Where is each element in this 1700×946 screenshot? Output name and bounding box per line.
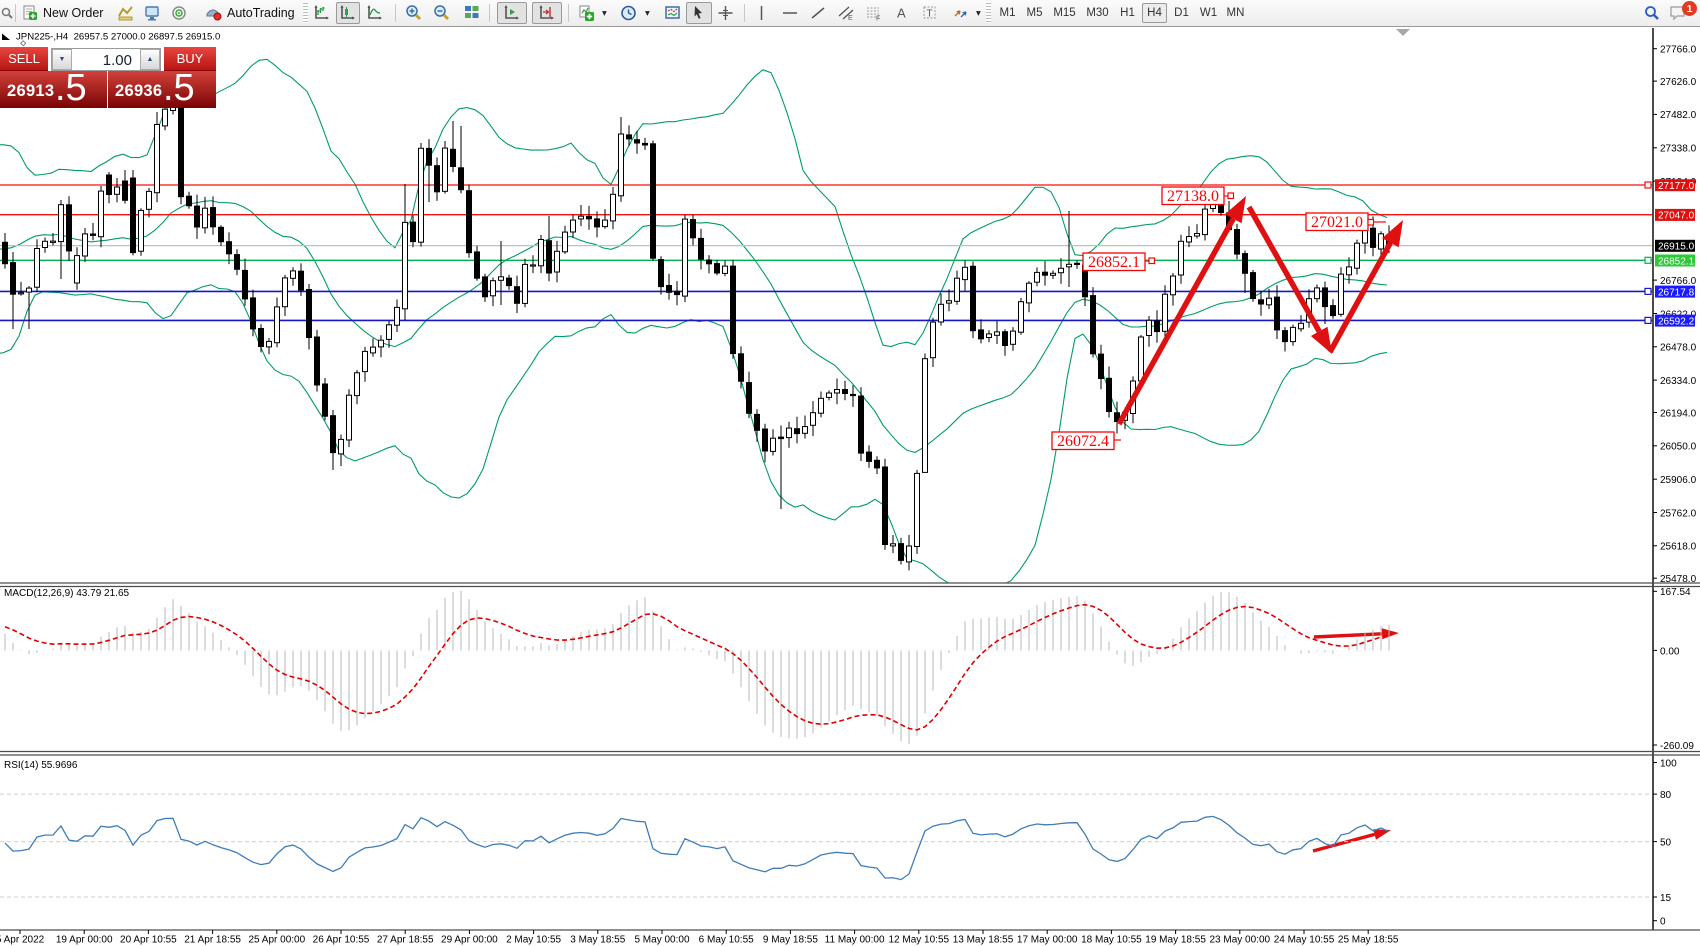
svg-text:27021.0: 27021.0 bbox=[1311, 214, 1363, 231]
svg-text:26915.0: 26915.0 bbox=[1658, 242, 1695, 253]
svg-text:E: E bbox=[848, 15, 853, 22]
svg-text:26072.4: 26072.4 bbox=[1057, 433, 1109, 450]
svg-text:26 Apr 10:55: 26 Apr 10:55 bbox=[313, 935, 370, 946]
svg-text:50: 50 bbox=[1660, 837, 1672, 848]
svg-text:26194.0: 26194.0 bbox=[1660, 408, 1697, 419]
svg-text:5 Apr 2022: 5 Apr 2022 bbox=[0, 935, 45, 946]
svg-text:0: 0 bbox=[1660, 917, 1666, 928]
svg-text:26334.0: 26334.0 bbox=[1660, 376, 1697, 387]
svg-text:-260.09: -260.09 bbox=[1660, 741, 1694, 752]
svg-text:25 Apr 00:00: 25 Apr 00:00 bbox=[248, 935, 305, 946]
svg-text:27138.0: 27138.0 bbox=[1167, 188, 1219, 205]
svg-text:6 May 10:55: 6 May 10:55 bbox=[699, 935, 754, 946]
svg-text:JPN225-,H4 26957.5 27000.0 26: JPN225-,H4 26957.5 27000.0 26897.5 26915… bbox=[16, 32, 220, 43]
svg-text:27177.0: 27177.0 bbox=[1658, 181, 1695, 192]
svg-text:9 May 18:55: 9 May 18:55 bbox=[763, 935, 818, 946]
svg-text:26766.0: 26766.0 bbox=[1660, 276, 1697, 287]
svg-text:12 May 10:55: 12 May 10:55 bbox=[888, 935, 949, 946]
svg-text:15: 15 bbox=[1660, 893, 1672, 904]
svg-text:A: A bbox=[897, 6, 906, 21]
svg-text:18 May 10:55: 18 May 10:55 bbox=[1081, 935, 1142, 946]
svg-text:26852.1: 26852.1 bbox=[1658, 256, 1695, 267]
svg-text:25762.0: 25762.0 bbox=[1660, 508, 1697, 519]
svg-text:19 May 18:55: 19 May 18:55 bbox=[1145, 935, 1206, 946]
svg-text:27338.0: 27338.0 bbox=[1660, 144, 1697, 155]
svg-text:F: F bbox=[876, 16, 880, 23]
svg-text:0.00: 0.00 bbox=[1660, 646, 1680, 657]
svg-text:26852.1: 26852.1 bbox=[1088, 254, 1140, 271]
svg-text:25906.0: 25906.0 bbox=[1660, 475, 1697, 486]
svg-text:27626.0: 27626.0 bbox=[1660, 77, 1697, 88]
svg-text:25478.0: 25478.0 bbox=[1660, 574, 1697, 585]
svg-text:29 Apr 00:00: 29 Apr 00:00 bbox=[441, 935, 498, 946]
svg-text:19 Apr 00:00: 19 Apr 00:00 bbox=[56, 935, 113, 946]
svg-text:100: 100 bbox=[1660, 758, 1677, 769]
svg-text:27766.0: 27766.0 bbox=[1660, 45, 1697, 56]
svg-text:26050.0: 26050.0 bbox=[1660, 442, 1697, 453]
svg-text:MACD(12,26,9) 43.79 21.65: MACD(12,26,9) 43.79 21.65 bbox=[4, 588, 130, 599]
svg-text:23 May 00:00: 23 May 00:00 bbox=[1209, 935, 1270, 946]
svg-text:26592.2: 26592.2 bbox=[1658, 316, 1695, 327]
svg-text:27047.0: 27047.0 bbox=[1658, 211, 1695, 222]
svg-text:25 May 18:55: 25 May 18:55 bbox=[1338, 935, 1399, 946]
svg-text:17 May 00:00: 17 May 00:00 bbox=[1017, 935, 1078, 946]
svg-text:2 May 10:55: 2 May 10:55 bbox=[506, 935, 561, 946]
svg-text:RSI(14) 55.9696: RSI(14) 55.9696 bbox=[4, 760, 78, 771]
svg-text:24 May 10:55: 24 May 10:55 bbox=[1274, 935, 1335, 946]
svg-text:T: T bbox=[927, 9, 933, 20]
svg-text:13 May 18:55: 13 May 18:55 bbox=[953, 935, 1014, 946]
svg-text:167.54: 167.54 bbox=[1660, 587, 1691, 598]
svg-text:80: 80 bbox=[1660, 790, 1672, 801]
svg-text:21 Apr 18:55: 21 Apr 18:55 bbox=[184, 935, 241, 946]
svg-text:27 Apr 18:55: 27 Apr 18:55 bbox=[377, 935, 434, 946]
svg-text:27482.0: 27482.0 bbox=[1660, 110, 1697, 121]
svg-text:26717.8: 26717.8 bbox=[1658, 287, 1695, 298]
svg-text:5 May 00:00: 5 May 00:00 bbox=[634, 935, 689, 946]
svg-text:11 May 00:00: 11 May 00:00 bbox=[825, 935, 885, 946]
svg-text:26478.0: 26478.0 bbox=[1660, 343, 1697, 354]
svg-text:25618.0: 25618.0 bbox=[1660, 542, 1697, 553]
svg-text:3 May 18:55: 3 May 18:55 bbox=[570, 935, 625, 946]
svg-text:20 Apr 10:55: 20 Apr 10:55 bbox=[120, 935, 177, 946]
